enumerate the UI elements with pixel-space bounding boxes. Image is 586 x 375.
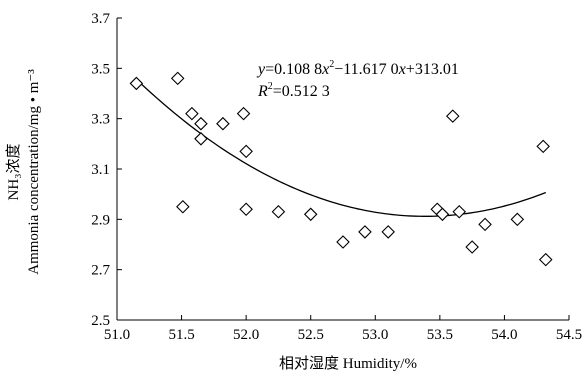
data-point-diamond xyxy=(239,202,253,217)
x-tick-label: 54.0 xyxy=(491,327,517,343)
data-point-diamond xyxy=(216,116,230,131)
y-ticks: 2.5 2.7 2.9 3.1 3.3 3.5 3.7 xyxy=(91,11,122,329)
y-tick-label: 2.5 xyxy=(91,313,110,329)
data-point-diamond xyxy=(358,225,372,239)
data-point-diamond xyxy=(170,71,185,86)
data-point-diamond xyxy=(478,217,492,232)
data-point-diamond xyxy=(536,139,550,154)
data-point-diamond xyxy=(445,109,460,123)
data-point-diamond xyxy=(129,76,144,91)
data-point-diamond xyxy=(381,225,395,239)
regression-equation: y=0.108 8x2−11.617 0x+313.01 xyxy=(256,59,459,78)
y-axis-title-line1: NH₃浓度 xyxy=(5,144,22,201)
y-tick-label: 2.7 xyxy=(91,263,110,279)
x-tick-label: 53.0 xyxy=(362,327,388,343)
data-point-diamond xyxy=(271,205,286,219)
data-point-diamond xyxy=(185,106,199,121)
y-tick-label: 3.5 xyxy=(91,61,110,77)
x-tick-label: 54.5 xyxy=(556,327,582,343)
data-point-diamond xyxy=(452,205,467,219)
y-tick-label: 3.1 xyxy=(91,162,110,178)
data-point-diamond xyxy=(303,207,318,222)
r-squared: R2=0.512 3 xyxy=(257,81,330,100)
x-tick-label: 51.5 xyxy=(168,327,194,343)
x-tick-label: 52.5 xyxy=(298,327,324,343)
x-ticks: 51.0 51.5 52.0 52.5 53.0 53.5 54.0 54.5 xyxy=(104,315,582,343)
y-tick-label: 2.9 xyxy=(91,212,110,228)
y-axis-title-line2: Ammonia concentration/mg • m⁻³ xyxy=(26,69,42,275)
x-tick-label: 52.0 xyxy=(233,327,259,343)
x-tick-label: 53.5 xyxy=(427,327,453,343)
x-tick-label: 51.0 xyxy=(104,327,130,343)
data-point-diamond xyxy=(194,132,208,146)
data-point-diamond xyxy=(336,235,350,249)
data-point-diamond xyxy=(538,252,553,267)
data-point-diamond xyxy=(510,212,525,227)
x-axis-title: 相对湿度 Humidity/% xyxy=(279,355,417,372)
data-point-diamond xyxy=(239,144,253,159)
data-points xyxy=(129,71,553,267)
y-tick-label: 3.3 xyxy=(91,112,110,128)
data-point-diamond xyxy=(176,199,190,214)
data-point-diamond xyxy=(435,207,450,222)
y-tick-label: 3.7 xyxy=(91,11,110,27)
data-point-diamond xyxy=(465,240,479,254)
trendline xyxy=(135,78,546,217)
data-point-diamond xyxy=(194,116,208,131)
data-point-diamond xyxy=(236,106,251,121)
